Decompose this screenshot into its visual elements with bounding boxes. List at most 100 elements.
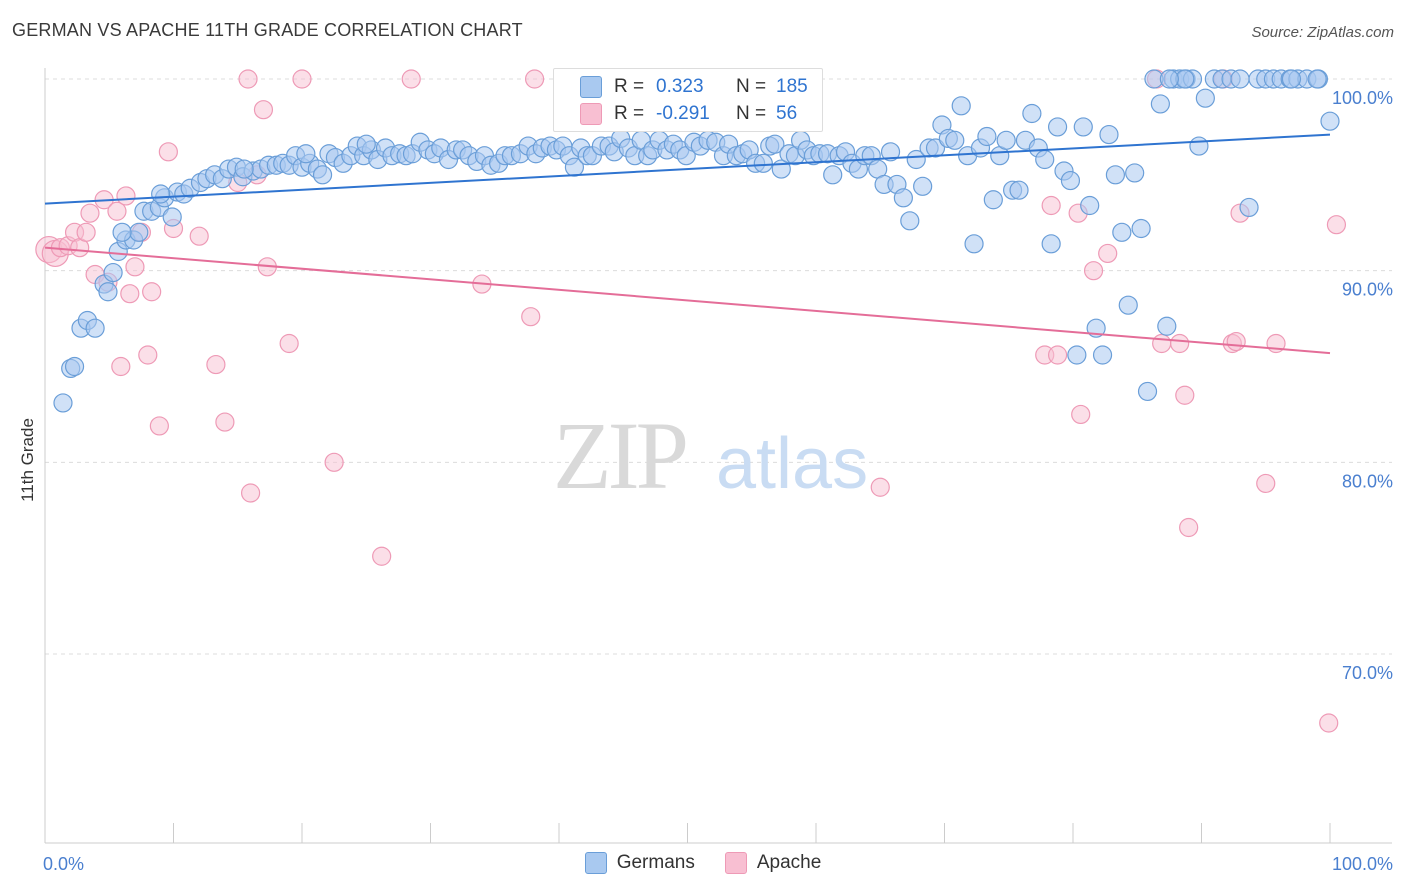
apache-point: [1326, 215, 1347, 235]
german-point: [129, 222, 149, 242]
german-point: [98, 282, 118, 302]
apache-point: [521, 307, 541, 327]
german-point: [1159, 69, 1179, 89]
trend-lines: [44, 133, 1331, 355]
apache-point: [80, 203, 100, 223]
apache-point: [149, 416, 169, 436]
apache-point: [1152, 333, 1172, 354]
german-point: [162, 207, 182, 227]
apache-point: [292, 69, 312, 89]
watermark-atlas: atlas: [716, 424, 868, 504]
stats-legend: R = 0.323 N = 185 R = -0.291 N = 56: [553, 68, 823, 132]
german-point: [977, 126, 997, 147]
german-point: [1099, 124, 1119, 145]
watermark-zip: ZIP: [553, 402, 686, 509]
legend-item-apache[interactable]: Apache: [724, 852, 822, 874]
german-point: [996, 130, 1016, 150]
y-tick-label: 90.0%: [1342, 280, 1393, 300]
german-point: [913, 176, 933, 196]
apache-swatch: [580, 103, 602, 125]
r-label: R =: [614, 76, 645, 97]
apache-point: [1256, 473, 1276, 494]
german-point: [1150, 94, 1170, 114]
german-point: [900, 211, 920, 231]
legend-row-germans: R = 0.323 N = 185: [580, 75, 808, 99]
apache-point: [206, 354, 226, 375]
axes: [44, 68, 1392, 844]
germans-swatch: [580, 76, 602, 98]
german-point: [151, 184, 171, 204]
legend-item-germans[interactable]: Germans: [584, 852, 695, 874]
apache-point: [1170, 333, 1190, 354]
german-point: [1307, 69, 1327, 89]
apache-point: [189, 226, 209, 246]
apache-point: [138, 345, 158, 365]
german-point: [823, 165, 843, 185]
apache-point: [401, 69, 421, 89]
n-label: N =: [736, 103, 767, 124]
german-point: [1060, 170, 1081, 191]
apache-trend-line: [44, 246, 1331, 355]
german-point: [945, 130, 965, 150]
german-point: [951, 96, 971, 116]
apache-point: [1319, 713, 1339, 733]
german-point: [1195, 88, 1215, 108]
apache-point: [76, 222, 96, 242]
german-point: [1118, 295, 1138, 315]
apache-point: [1041, 195, 1061, 216]
german-point: [1230, 69, 1250, 89]
german-point: [112, 222, 132, 242]
source-note: Source: ZipAtlas.com: [1251, 24, 1394, 41]
apache-point: [1047, 345, 1068, 365]
german-point: [1073, 117, 1093, 137]
german-point: [753, 153, 773, 173]
apache-point: [1071, 404, 1091, 425]
german-point: [925, 138, 946, 158]
n-value: 185: [776, 76, 808, 97]
german-point: [1137, 381, 1158, 402]
german-trend-line: [44, 133, 1331, 205]
german-point: [1105, 165, 1126, 185]
german-point: [356, 134, 376, 154]
x-tick-label-max: 100.0%: [1332, 854, 1393, 874]
apache-point: [253, 100, 274, 120]
n-label: N =: [736, 76, 767, 97]
german-point: [1041, 234, 1061, 254]
german-point: [893, 188, 913, 208]
apache-point: [524, 69, 545, 89]
series-legend: Germans Apache: [0, 852, 1406, 874]
german-point: [64, 356, 85, 377]
german-point: [1157, 316, 1177, 336]
german-point: [234, 159, 254, 179]
apache-point: [279, 333, 299, 354]
german-point: [964, 234, 984, 254]
apache-point: [142, 282, 162, 302]
r-label: R =: [614, 103, 645, 124]
german-point: [1112, 222, 1132, 242]
y-tick-label: 70.0%: [1342, 663, 1393, 683]
german-point: [1320, 111, 1340, 131]
apache-point: [125, 257, 145, 277]
german-point: [1035, 149, 1055, 170]
german-point: [296, 144, 316, 164]
watermark: ZIP atlas: [553, 402, 868, 509]
apache-point: [111, 356, 131, 377]
apache-point: [116, 186, 136, 206]
apache-point: [324, 452, 344, 472]
apache-point: [1179, 517, 1199, 538]
apache-point: [1175, 385, 1195, 405]
apache-point: [158, 142, 178, 162]
apache-point: [1098, 243, 1118, 264]
legend-row-apache: R = -0.291 N = 56: [580, 102, 797, 126]
apache-point: [120, 284, 140, 304]
german-point: [1239, 197, 1259, 218]
german-point: [983, 190, 1003, 210]
german-point: [1067, 345, 1087, 365]
german-point: [1281, 69, 1302, 89]
n-value: 56: [776, 103, 798, 124]
apache-legend-label: Apache: [756, 852, 822, 873]
german-point: [1080, 195, 1100, 216]
german-points: [53, 69, 1340, 413]
apache-point: [870, 477, 890, 497]
